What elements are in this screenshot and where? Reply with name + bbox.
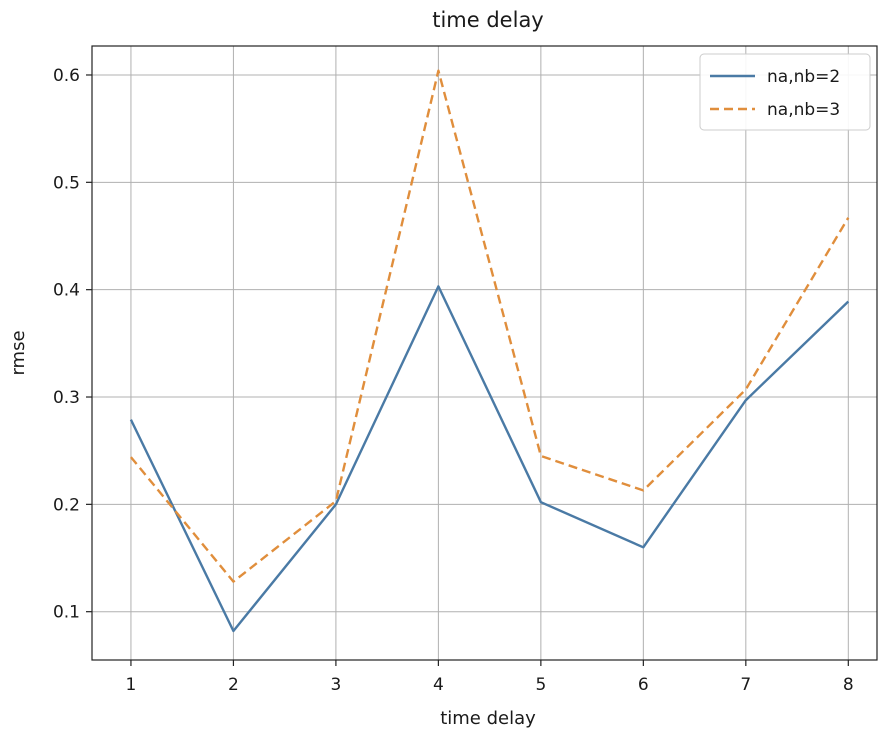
x-tick-label: 3 <box>330 675 341 695</box>
x-tick-label: 4 <box>433 675 444 695</box>
y-tick-label: 0.2 <box>53 495 80 515</box>
y-tick-label: 0.1 <box>53 603 80 623</box>
x-axis-label: time delay <box>440 708 536 729</box>
y-tick-label: 0.4 <box>53 281 80 301</box>
y-tick-label: 0.3 <box>53 388 80 408</box>
y-axis-ticks: 0.1 0.2 0.3 0.4 0.5 0.6 <box>53 66 92 623</box>
series-line-1 <box>129 285 850 633</box>
x-axis-ticks: 1 2 3 4 5 6 7 8 <box>126 660 854 695</box>
series-lines <box>129 69 850 633</box>
series-line-2 <box>129 69 850 583</box>
legend-box <box>699 53 871 131</box>
y-tick-label: 0.5 <box>53 173 80 193</box>
legend-label-2: na,nb=3 <box>767 100 840 120</box>
x-tick-label: 2 <box>228 675 239 695</box>
y-axis-label: rmse <box>8 330 29 375</box>
x-tick-label: 8 <box>843 675 854 695</box>
x-tick-label: 6 <box>638 675 649 695</box>
legend-label-1: na,nb=2 <box>767 67 840 87</box>
x-tick-label: 5 <box>535 675 546 695</box>
legend: na,nb=2 na,nb=3 <box>699 53 871 131</box>
x-tick-label: 7 <box>740 675 751 695</box>
y-tick-label: 0.6 <box>53 66 80 86</box>
chart-title: time delay <box>432 8 544 32</box>
grid <box>92 46 877 660</box>
x-tick-label: 1 <box>126 675 137 695</box>
plot-frame <box>91 45 878 661</box>
